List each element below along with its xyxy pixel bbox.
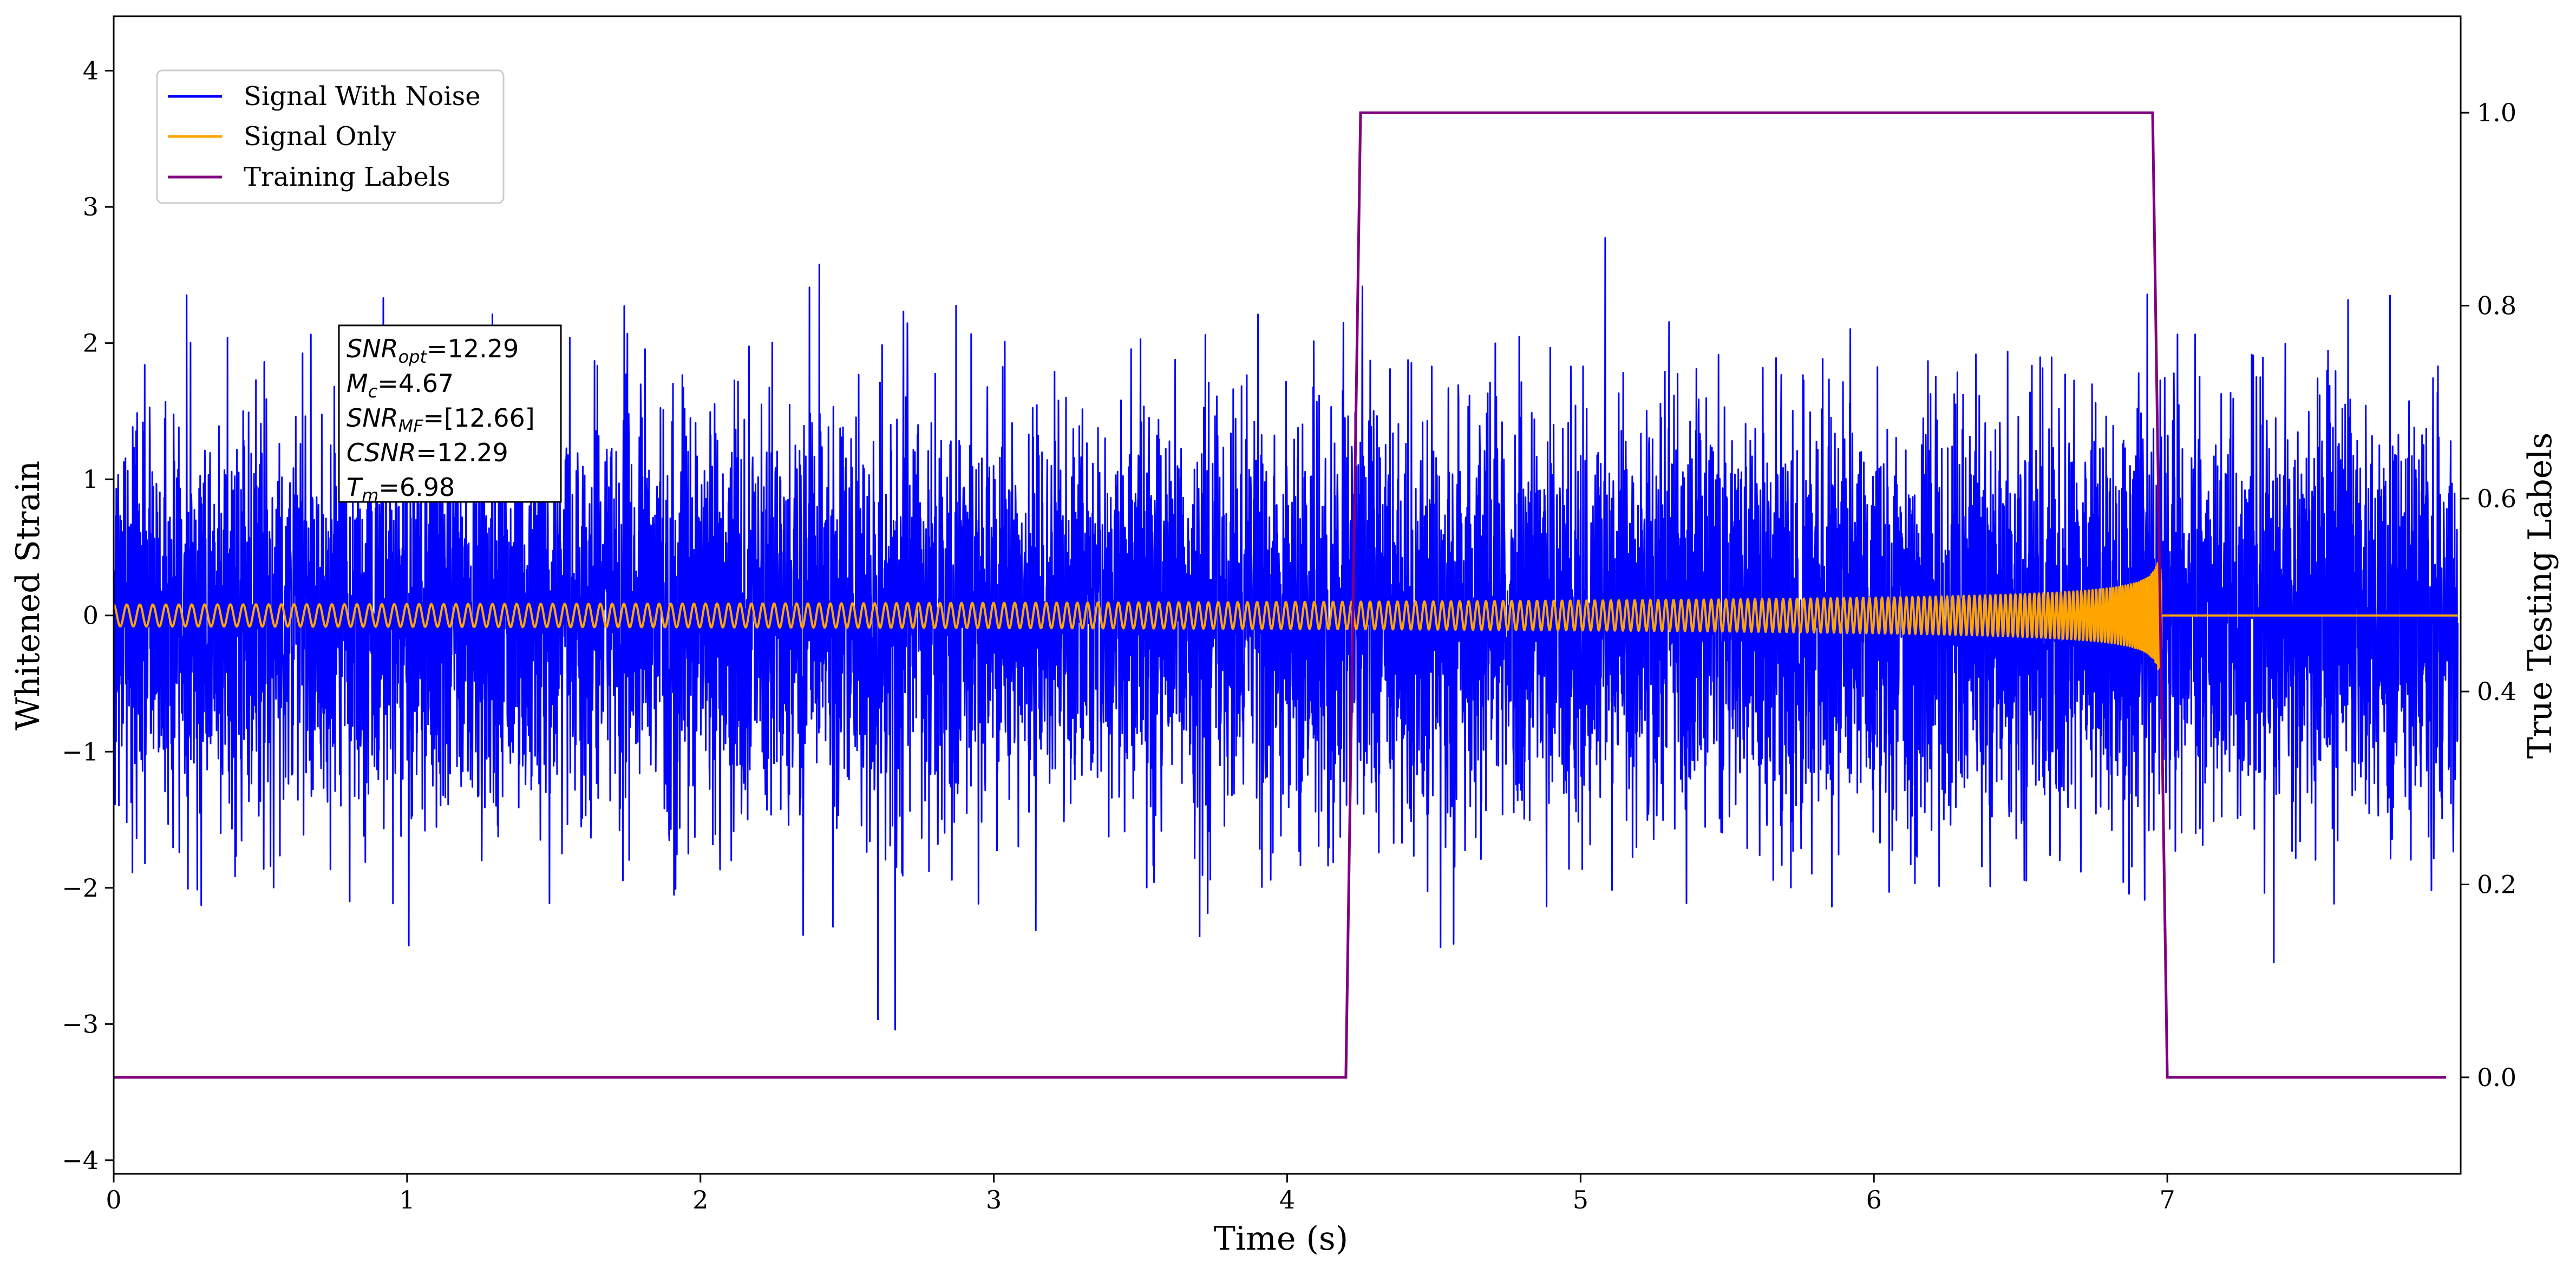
x-tick-label: 5	[1573, 1185, 1588, 1214]
y-tick-label: 0	[83, 601, 99, 630]
legend-label-signal-only: Signal Only	[244, 121, 396, 152]
annotation-box: SNRopt=12.29 Mc=4.67 SNRMF=[12.66] CSNR=…	[338, 324, 562, 506]
annotation-frame	[338, 324, 562, 503]
y-tick-label: 3	[83, 192, 99, 221]
series-signal-only	[114, 561, 2459, 670]
series-training-labels	[114, 111, 2446, 1079]
annotation-mc: Mc=4.67	[346, 369, 454, 402]
annotation-snr-opt: SNRopt=12.29	[346, 334, 519, 367]
y-tick-label: −1	[62, 737, 99, 766]
x-tick-label: 7	[2159, 1185, 2175, 1214]
y-tick-label: 4	[83, 56, 99, 86]
y-tick-label: −2	[62, 873, 99, 903]
ticks-layer: 0 1 2 3 4 5 6 7 −4 −3 −2 −1 0 1 2 3 4 0.0 0.2 0.4 0.6 0.8 1.0	[62, 56, 2516, 1214]
x-tick-label: 3	[986, 1185, 1002, 1214]
y2-tick-label: 0.4	[2477, 677, 2516, 706]
legend: Signal With Noise Signal Only Training L…	[156, 69, 505, 204]
annotation-snr-mf: SNRMF=[12.66]	[346, 403, 535, 436]
y2-tick-label: 1.0	[2477, 98, 2516, 127]
x-tick-label: 4	[1279, 1185, 1295, 1214]
y-tick-label: −4	[62, 1146, 99, 1175]
y2-tick-label: 0.0	[2477, 1063, 2516, 1092]
annotation-tm: Tm=6.98	[346, 473, 455, 506]
y2-axis-label: True Testing Labels	[2521, 433, 2559, 759]
legend-box	[156, 69, 505, 204]
x-tick-label: 0	[106, 1185, 121, 1214]
annotation-csnr: CSNR=12.29	[346, 438, 508, 467]
y-axis-label: Whitened Strain	[9, 461, 47, 730]
y2-tick-label: 0.8	[2477, 291, 2516, 321]
legend-label-signal-with-noise: Signal With Noise	[244, 81, 481, 112]
series-layer	[114, 111, 2459, 1079]
series-signal-with-noise	[114, 237, 2459, 1031]
x-axis-label: Time (s)	[1214, 1220, 1348, 1258]
y-tick-label: 2	[83, 329, 99, 358]
x-tick-label: 1	[399, 1185, 415, 1214]
y-tick-label: −3	[62, 1009, 99, 1038]
x-tick-label: 6	[1866, 1185, 1882, 1214]
legend-label-training-labels: Training Labels	[244, 162, 450, 192]
x-tick-label: 2	[692, 1185, 708, 1214]
y2-tick-label: 0.6	[2477, 484, 2516, 513]
y2-tick-label: 0.2	[2477, 870, 2516, 899]
y-tick-label: 1	[83, 465, 99, 494]
